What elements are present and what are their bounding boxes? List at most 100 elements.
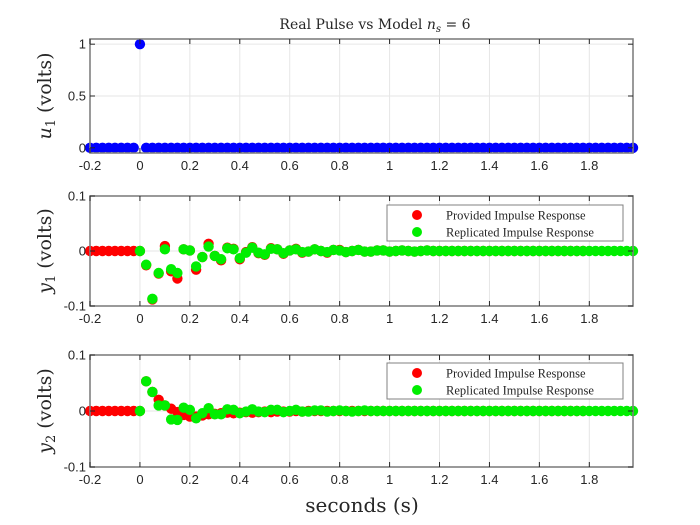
legend-box xyxy=(386,362,624,400)
y-tick-label: 1 xyxy=(79,37,86,52)
data-point xyxy=(184,245,196,256)
series-replicated-impulse-response xyxy=(134,376,639,426)
data-point xyxy=(172,267,183,279)
data-point xyxy=(134,38,146,50)
ylabel-y1-sub: 1 xyxy=(44,275,59,283)
data-point xyxy=(128,142,139,154)
y-tick-label: -0.1 xyxy=(64,460,86,475)
y-tick-label: 0 xyxy=(79,404,86,419)
x-tick-label: 0.4 xyxy=(231,472,249,487)
x-tick-label: 1.6 xyxy=(530,311,548,326)
x-tick-label: 1.4 xyxy=(480,472,498,487)
data-point xyxy=(184,404,196,416)
y-tick-label: 0.5 xyxy=(68,89,86,104)
data-point xyxy=(228,244,239,255)
x-tick-label: 1.4 xyxy=(480,311,498,326)
data-point xyxy=(215,254,227,265)
data-point xyxy=(140,259,152,270)
ylabel-y2-unit: (volts) xyxy=(34,368,56,428)
x-tick-label: 0.6 xyxy=(281,158,299,173)
data-point xyxy=(134,405,146,417)
legend-box xyxy=(386,204,624,242)
x-tick-label: 0.2 xyxy=(181,158,199,173)
title-math-sub: s xyxy=(436,24,441,35)
x-tick-label: 0 xyxy=(136,158,143,173)
x-tick-label: -0.2 xyxy=(79,158,101,173)
ylabel-y2-sub: 2 xyxy=(44,435,59,443)
data-point xyxy=(190,261,202,272)
ylabel-y2-var: y xyxy=(34,443,56,455)
x-tick-label: 1.6 xyxy=(530,472,548,487)
ylabel-y1: y1 (volts) xyxy=(34,208,59,295)
x-tick-label: 1.6 xyxy=(530,158,548,173)
data-points xyxy=(84,238,639,305)
legend-marker xyxy=(412,385,422,395)
x-tick-label: 0.8 xyxy=(331,472,349,487)
ylabel-u1-unit: (volts) xyxy=(34,52,56,112)
x-tick-label: 0.8 xyxy=(331,158,349,173)
ylabel-u1: u1 (volts) xyxy=(34,52,59,139)
x-tick-label: 1.2 xyxy=(430,311,448,326)
legend: Provided Impulse Response Replicated Impu… xyxy=(386,362,624,400)
legend-marker xyxy=(412,227,422,237)
x-tick-label: 1 xyxy=(386,472,393,487)
data-points xyxy=(84,376,639,426)
series-input-pulse xyxy=(84,38,639,154)
x-tick-label: 1 xyxy=(386,311,393,326)
legend-label: Provided Impulse Response xyxy=(446,367,586,381)
data-point xyxy=(197,251,208,263)
axes-y1: -0.2 0 0.2 0.4 0.6 0.8 1 1.2 1.4 1.6 1.8 -0.1 0 0.1 Pr… xyxy=(64,189,639,326)
x-tick-label: 0.4 xyxy=(231,311,249,326)
title-math-var: n xyxy=(427,17,436,33)
x-tick-label: 1.4 xyxy=(480,158,498,173)
x-tick-label: 0 xyxy=(136,472,143,487)
x-tick-label: 0.2 xyxy=(181,311,199,326)
x-tick-label: 0 xyxy=(136,311,143,326)
legend-label: Replicated Impulse Response xyxy=(446,384,594,398)
x-tick-label: 1.2 xyxy=(430,472,448,487)
data-point xyxy=(159,244,171,255)
y-tick-label: 0 xyxy=(79,140,86,155)
chart-title: Real Pulse vs Model ns = 6 xyxy=(279,17,470,35)
y-tick-label: 0.1 xyxy=(68,189,86,204)
y-tick-label: 0.1 xyxy=(68,348,86,363)
ylabel-y2: y2 (volts) xyxy=(34,368,59,455)
ylabel-y1-unit: (volts) xyxy=(34,208,56,268)
x-tick-label: 0.2 xyxy=(181,472,199,487)
ylabel-u1-var: u xyxy=(34,127,56,139)
xlabel: seconds (s) xyxy=(305,493,419,517)
legend-label: Provided Impulse Response xyxy=(446,209,586,223)
title-text: Real Pulse vs Model xyxy=(279,17,422,33)
axes-u1: -0.2 0 0.2 0.4 0.6 0.8 1 1.2 1.4 1.6 1.8 0 0.5 1 xyxy=(68,37,639,173)
data-point xyxy=(134,245,146,257)
x-tick-label: 0.4 xyxy=(231,158,249,173)
x-tick-label: -0.2 xyxy=(79,472,101,487)
x-tick-label: 0.6 xyxy=(281,472,299,487)
data-point xyxy=(140,376,152,387)
axes-y2: -0.2 0 0.2 0.4 0.6 0.8 1 1.2 1.4 1.6 1.8 -0.1 0 0.1 Pr… xyxy=(64,348,639,487)
legend-marker xyxy=(412,210,422,220)
data-point xyxy=(159,400,171,411)
data-point xyxy=(203,241,214,252)
x-tick-label: 1.2 xyxy=(430,158,448,173)
legend-marker xyxy=(412,368,422,378)
x-tick-label: -0.2 xyxy=(79,311,101,326)
ylabel-u1-sub: 1 xyxy=(44,119,59,127)
x-tick-label: 1.8 xyxy=(580,158,598,173)
x-tick-label: 0.6 xyxy=(281,311,299,326)
series-replicated-impulse-response xyxy=(134,241,639,305)
x-tick-label: 1.8 xyxy=(580,311,598,326)
title-math-rest: = 6 xyxy=(441,17,471,33)
x-tick-label: 1.8 xyxy=(580,472,598,487)
data-point xyxy=(147,293,158,305)
y-tick-label: -0.1 xyxy=(64,299,86,314)
data-points xyxy=(84,38,639,154)
y-tick-label: 0 xyxy=(79,244,86,259)
x-tick-label: 0.8 xyxy=(331,311,349,326)
ylabel-y1-var: y xyxy=(34,283,56,295)
x-tick-label: 1 xyxy=(386,158,393,173)
data-point xyxy=(172,414,183,426)
data-point xyxy=(147,386,158,398)
legend: Provided Impulse Response Replicated Impu… xyxy=(386,204,624,242)
